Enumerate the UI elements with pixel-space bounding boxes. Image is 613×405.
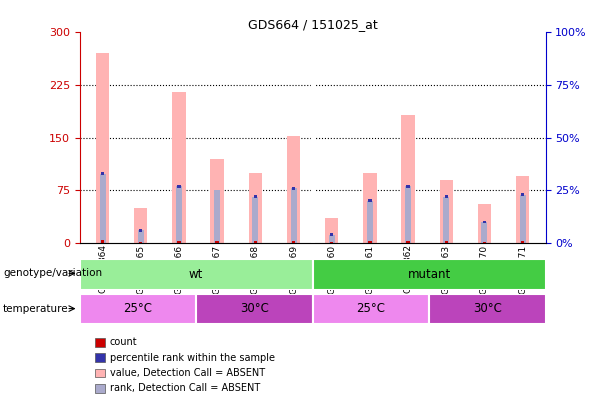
Bar	[80, 294, 196, 324]
Bar	[214, 190, 220, 243]
Bar	[521, 241, 524, 243]
Bar	[101, 240, 104, 243]
Bar	[516, 176, 530, 243]
Bar	[177, 241, 181, 243]
Bar	[210, 159, 224, 243]
Text: 25°C: 25°C	[123, 302, 153, 315]
Bar	[139, 229, 142, 232]
Text: 25°C: 25°C	[356, 302, 386, 315]
Bar	[325, 218, 338, 243]
Bar	[313, 259, 546, 290]
Bar	[367, 201, 373, 243]
Text: value, Detection Call = ABSENT: value, Detection Call = ABSENT	[110, 368, 265, 378]
Bar	[254, 195, 257, 198]
Bar	[478, 205, 491, 243]
Bar	[249, 173, 262, 243]
Bar	[177, 185, 181, 188]
Bar	[402, 115, 415, 243]
Text: mutant: mutant	[408, 268, 451, 281]
Bar	[444, 241, 448, 243]
Bar	[253, 197, 258, 243]
Bar	[520, 194, 526, 243]
Bar	[313, 294, 429, 324]
Bar	[196, 294, 313, 324]
Bar	[139, 242, 142, 243]
Bar	[364, 173, 376, 243]
Bar	[101, 172, 104, 175]
Bar	[134, 208, 148, 243]
Bar	[216, 241, 219, 243]
Bar	[443, 197, 449, 243]
Bar	[172, 92, 186, 243]
Bar	[329, 234, 335, 243]
Title: GDS664 / 151025_at: GDS664 / 151025_at	[248, 18, 378, 31]
Bar	[406, 185, 409, 188]
Text: wt: wt	[189, 268, 204, 281]
Bar	[99, 173, 105, 243]
Bar	[405, 186, 411, 243]
Bar	[96, 53, 109, 243]
Bar	[483, 242, 486, 243]
Bar	[287, 136, 300, 243]
Bar	[330, 233, 333, 236]
Bar	[483, 221, 486, 223]
Bar	[429, 294, 546, 324]
Bar	[481, 222, 487, 243]
Text: 30°C: 30°C	[240, 302, 269, 315]
Text: count: count	[110, 337, 137, 347]
Bar	[138, 230, 144, 243]
Bar	[292, 241, 295, 243]
Bar	[292, 187, 295, 190]
Bar	[254, 241, 257, 243]
Bar	[444, 195, 448, 198]
Bar	[440, 180, 453, 243]
Bar	[368, 200, 371, 202]
Bar	[330, 242, 333, 243]
Text: rank, Detection Call = ABSENT: rank, Detection Call = ABSENT	[110, 384, 260, 393]
Bar	[176, 186, 182, 243]
Bar	[291, 188, 297, 243]
Text: temperature: temperature	[3, 304, 69, 313]
Text: percentile rank within the sample: percentile rank within the sample	[110, 353, 275, 362]
Bar	[521, 193, 524, 196]
Text: genotype/variation: genotype/variation	[3, 269, 102, 278]
Bar	[406, 241, 409, 243]
Bar	[80, 259, 313, 290]
Text: 30°C: 30°C	[473, 302, 502, 315]
Bar	[368, 241, 371, 243]
